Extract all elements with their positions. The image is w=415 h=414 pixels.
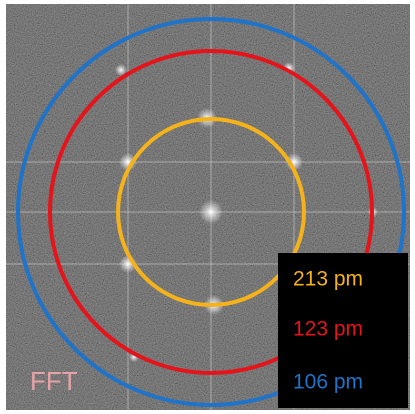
ring-label: 123 pm (293, 318, 363, 341)
fft-label: FFT (30, 366, 78, 396)
ring-label: 213 pm (293, 268, 363, 291)
spot (199, 200, 223, 224)
page: FFT 213 pm123 pm106 pm (() => { const da… (0, 0, 415, 414)
ring-label: 106 pm (293, 371, 363, 394)
fft-figure: FFT 213 pm 123 pm 106 pm (0, 0, 415, 414)
